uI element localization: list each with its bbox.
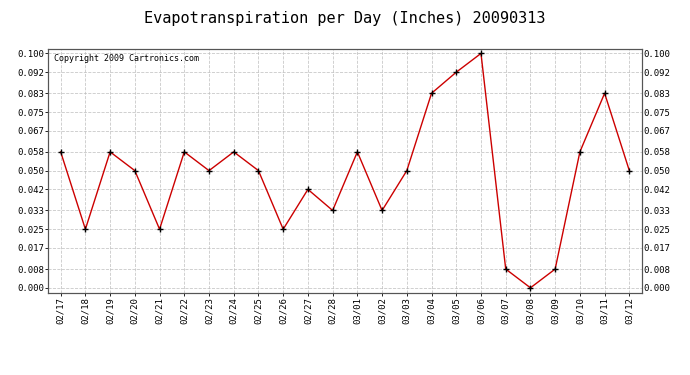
Text: Copyright 2009 Cartronics.com: Copyright 2009 Cartronics.com <box>55 54 199 63</box>
Text: Evapotranspiration per Day (Inches) 20090313: Evapotranspiration per Day (Inches) 2009… <box>144 11 546 26</box>
